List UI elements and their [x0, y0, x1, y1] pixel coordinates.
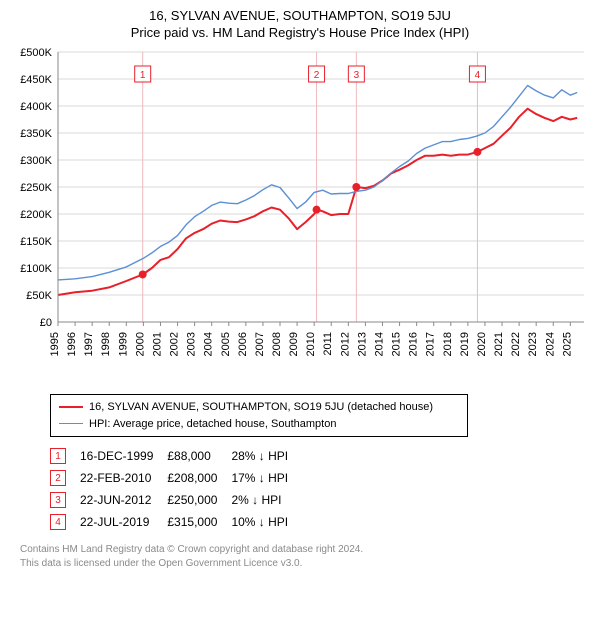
price-chart: £0 £50K £100K £150K £200K £250K £300K £350K £400…	[10, 46, 590, 386]
legend: 16, SYLVAN AVENUE, SOUTHAMPTON, SO19 5JU…	[50, 394, 468, 437]
sale-delta: 28% ↓ HPI	[231, 445, 302, 467]
sales-row: 4 22-JUL-2019£315,00010% ↓ HPI	[50, 511, 302, 533]
svg-text:2004: 2004	[203, 332, 215, 356]
sale-marker-icon: 1	[50, 448, 66, 464]
page-subtitle: Price paid vs. HM Land Registry's House …	[10, 25, 590, 40]
svg-text:2025: 2025	[561, 332, 573, 356]
svg-text:2019: 2019	[459, 332, 471, 356]
svg-text:2008: 2008	[271, 332, 283, 356]
svg-text:2015: 2015	[391, 332, 403, 356]
legend-label: HPI: Average price, detached house, Sout…	[89, 416, 336, 433]
svg-text:2000: 2000	[134, 332, 146, 356]
sales-table: 1 16-DEC-1999£88,00028% ↓ HPI 2 22-FEB-2010…	[50, 445, 302, 533]
sale-date: 22-JUL-2019	[80, 511, 167, 533]
svg-text:2024: 2024	[544, 332, 556, 356]
svg-text:£350K: £350K	[20, 128, 52, 140]
sale-date: 16-DEC-1999	[80, 445, 167, 467]
svg-text:2017: 2017	[425, 332, 437, 356]
sales-row: 1 16-DEC-1999£88,00028% ↓ HPI	[50, 445, 302, 467]
svg-text:2016: 2016	[408, 332, 420, 356]
sale-marker-icon: 4	[50, 514, 66, 530]
svg-text:£450K: £450K	[20, 74, 52, 86]
svg-text:2012: 2012	[339, 332, 351, 356]
svg-text:1: 1	[140, 70, 146, 81]
svg-text:2003: 2003	[186, 332, 198, 356]
svg-text:2020: 2020	[476, 332, 488, 356]
svg-text:£200K: £200K	[20, 209, 52, 221]
attribution-line2: This data is licensed under the Open Gov…	[20, 557, 590, 571]
svg-text:2018: 2018	[442, 332, 454, 356]
sale-date: 22-FEB-2010	[80, 467, 167, 489]
svg-text:£300K: £300K	[20, 155, 52, 167]
svg-text:2002: 2002	[169, 332, 181, 356]
svg-text:1999: 1999	[117, 332, 129, 356]
svg-text:2011: 2011	[322, 332, 334, 356]
svg-text:£150K: £150K	[20, 236, 52, 248]
sale-price: £250,000	[167, 489, 231, 511]
legend-item: HPI: Average price, detached house, Sout…	[59, 416, 459, 433]
svg-text:2010: 2010	[305, 332, 317, 356]
svg-text:2022: 2022	[510, 332, 522, 356]
page: 16, SYLVAN AVENUE, SOUTHAMPTON, SO19 5JU…	[0, 0, 600, 576]
sales-row: 2 22-FEB-2010£208,00017% ↓ HPI	[50, 467, 302, 489]
attribution-line1: Contains HM Land Registry data © Crown c…	[20, 543, 590, 557]
svg-text:2007: 2007	[254, 332, 266, 356]
sales-row: 3 22-JUN-2012£250,0002% ↓ HPI	[50, 489, 302, 511]
chart-svg: £0 £50K £100K £150K £200K £250K £300K £350K £400…	[10, 46, 590, 386]
svg-text:1995: 1995	[49, 332, 61, 356]
sale-marker-icon: 3	[50, 492, 66, 508]
svg-text:2014: 2014	[373, 332, 385, 356]
svg-text:3: 3	[354, 70, 360, 81]
svg-text:2013: 2013	[356, 332, 368, 356]
svg-text:2009: 2009	[288, 332, 300, 356]
svg-text:2021: 2021	[493, 332, 505, 356]
sale-price: £315,000	[167, 511, 231, 533]
svg-text:2001: 2001	[151, 332, 163, 356]
svg-text:£0: £0	[40, 317, 52, 329]
sale-marker-icon: 2	[50, 470, 66, 486]
sale-date: 22-JUN-2012	[80, 489, 167, 511]
svg-text:1996: 1996	[66, 332, 78, 356]
svg-text:1998: 1998	[100, 332, 112, 356]
sale-price: £88,000	[167, 445, 231, 467]
page-title: 16, SYLVAN AVENUE, SOUTHAMPTON, SO19 5JU	[10, 8, 590, 23]
svg-text:1997: 1997	[83, 332, 95, 356]
svg-text:£500K: £500K	[20, 47, 52, 59]
legend-item: 16, SYLVAN AVENUE, SOUTHAMPTON, SO19 5JU…	[59, 399, 459, 416]
sale-delta: 17% ↓ HPI	[231, 467, 302, 489]
svg-text:£400K: £400K	[20, 101, 52, 113]
svg-text:4: 4	[475, 70, 481, 81]
sale-price: £208,000	[167, 467, 231, 489]
svg-text:£50K: £50K	[26, 290, 52, 302]
svg-text:£250K: £250K	[20, 182, 52, 194]
svg-text:2005: 2005	[220, 332, 232, 356]
svg-text:2: 2	[314, 70, 320, 81]
svg-text:£100K: £100K	[20, 263, 52, 275]
attribution: Contains HM Land Registry data © Crown c…	[20, 543, 590, 570]
legend-swatch	[59, 423, 83, 424]
sale-delta: 10% ↓ HPI	[231, 511, 302, 533]
legend-label: 16, SYLVAN AVENUE, SOUTHAMPTON, SO19 5JU…	[89, 399, 433, 416]
svg-text:2006: 2006	[237, 332, 249, 356]
legend-swatch	[59, 406, 83, 408]
sale-delta: 2% ↓ HPI	[231, 489, 302, 511]
svg-text:2023: 2023	[527, 332, 539, 356]
